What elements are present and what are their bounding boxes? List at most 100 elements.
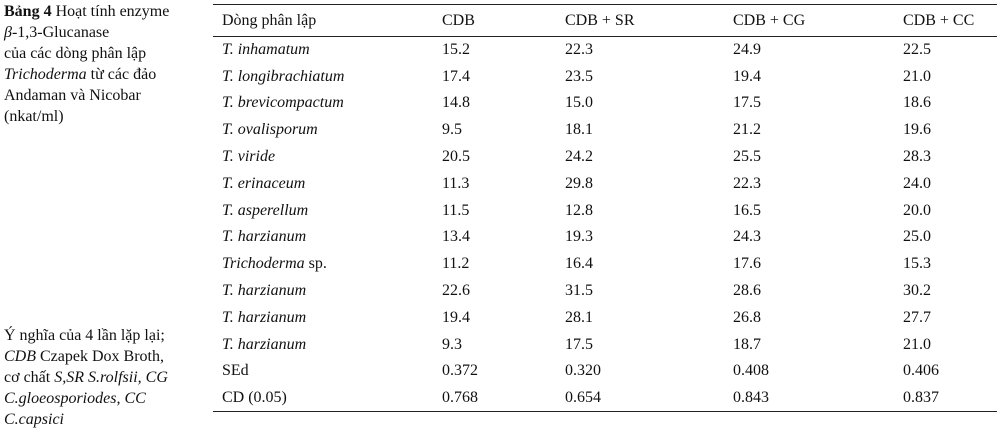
isolate-species: sp. — [308, 255, 327, 273]
value-cell: 28.6 — [733, 282, 761, 300]
value-cell: 21.0 — [903, 67, 931, 85]
isolate-cell: T. harzianum — [213, 331, 433, 358]
table-label: Bảng 4 — [4, 3, 52, 20]
table-row: T. harzianum 13.4 19.3 24.3 25.0 — [213, 224, 997, 251]
header-cdb-cg: CDB + CG — [724, 4, 894, 37]
caption-unit: (nkat/ml) — [4, 108, 64, 125]
isolate-cell: T. brevicompactum — [213, 90, 433, 117]
value-cell: 19.4 — [733, 67, 761, 85]
value-cell: 11.5 — [442, 201, 470, 219]
value-cell: 21.0 — [903, 335, 931, 353]
table-row: T. harzianum 19.4 28.1 26.8 27.7 — [213, 304, 997, 331]
isolate-species: inhamatum — [237, 41, 310, 59]
table-footnote: Ý nghĩa của 4 lần lặp lại; CDB Czapek Do… — [4, 325, 209, 430]
isolate-genus: T. — [222, 228, 234, 246]
value-cell: 19.6 — [903, 121, 931, 139]
isolate-cell: Trichoderma sp. — [213, 251, 433, 278]
value-cell: 19.4 — [442, 308, 470, 326]
caption-text: của các dòng phân lập — [4, 45, 147, 62]
value-cell: 17.4 — [442, 67, 470, 85]
footnote-abbr: S,SR S.rolfsii, — [54, 369, 142, 386]
isolate-species: harzianum — [237, 308, 307, 326]
value-cell: 15.0 — [565, 94, 593, 112]
value-cell: 15.2 — [442, 41, 470, 59]
value-cell: 11.2 — [442, 255, 470, 273]
table-row: T. viride 20.5 24.2 25.5 28.3 — [213, 144, 997, 171]
isolate-genus: T. — [222, 67, 234, 85]
value-cell: 24.3 — [733, 228, 761, 246]
value-cell: 11.3 — [442, 174, 470, 192]
table-row: T. longibrachiatum 17.4 23.5 19.4 21.0 — [213, 63, 997, 90]
footnote-abbr: CDB — [4, 348, 36, 365]
value-cell: 24.2 — [565, 148, 593, 166]
table-row: Trichoderma sp. 11.2 16.4 17.6 15.3 — [213, 251, 997, 278]
stats-value: 0.837 — [894, 384, 997, 413]
value-cell: 28.3 — [903, 148, 931, 166]
value-cell: 27.7 — [903, 308, 931, 326]
isolate-cell: T. asperellum — [213, 197, 433, 224]
caption-genus: Trichoderma — [4, 66, 87, 83]
value-cell: 28.1 — [565, 308, 593, 326]
stats-row: SEd 0.372 0.320 0.408 0.406 — [213, 358, 997, 385]
isolate-genus: T. — [222, 41, 234, 59]
stats-value: 0.408 — [733, 362, 769, 380]
value-cell: 19.3 — [565, 228, 593, 246]
header-cdb-cc: CDB + CC — [894, 4, 997, 37]
enzyme-activity-table: Dòng phân lập CDB CDB + SR CDB + CG CDB … — [213, 4, 997, 413]
isolate-genus: Trichoderma — [222, 255, 305, 273]
footnote-abbr: CC — [124, 390, 146, 407]
value-cell: 22.3 — [565, 41, 593, 59]
value-cell: 29.8 — [565, 174, 593, 192]
footnote-text: cơ chất — [4, 369, 55, 386]
stats-row: CD (0.05) 0.768 0.654 0.843 0.837 — [213, 384, 997, 413]
value-cell: 17.5 — [565, 335, 593, 353]
header-cdb: CDB — [433, 4, 556, 37]
value-cell: 22.6 — [442, 282, 470, 300]
isolate-cell: T. erinaceum — [213, 170, 433, 197]
table-row: T. erinaceum 11.3 29.8 22.3 24.0 — [213, 170, 997, 197]
isolate-species: ovalisporum — [237, 121, 318, 139]
isolate-cell: T. harzianum — [213, 278, 433, 305]
isolate-cell: T. viride — [213, 144, 433, 171]
value-cell: 18.6 — [903, 94, 931, 112]
stats-value: 0.320 — [565, 362, 601, 380]
footnote-text: Czapek Dox Broth, — [36, 348, 164, 365]
stats-value: 0.372 — [442, 362, 478, 380]
header-cdb-sr: CDB + SR — [556, 4, 724, 37]
isolate-species: harzianum — [237, 335, 307, 353]
value-cell: 25.0 — [903, 228, 931, 246]
value-cell: 21.2 — [733, 121, 761, 139]
value-cell: 23.5 — [565, 67, 593, 85]
value-cell: 30.2 — [903, 282, 931, 300]
table-row: T. ovalisporum 9.5 18.1 21.2 19.6 — [213, 117, 997, 144]
value-cell: 17.5 — [733, 94, 761, 112]
footnote-text: C.capsici — [4, 411, 64, 428]
isolate-genus: T. — [222, 94, 234, 112]
table-header: Dòng phân lập CDB CDB + SR CDB + CG CDB … — [213, 4, 997, 37]
caption-text: từ các đảo — [86, 66, 157, 83]
value-cell: 13.4 — [442, 228, 470, 246]
value-cell: 17.6 — [733, 255, 761, 273]
isolate-genus: T. — [222, 148, 234, 166]
stats-value: 0.768 — [433, 384, 556, 413]
stats-label: CD (0.05) — [213, 384, 433, 413]
value-cell: 20.0 — [903, 201, 931, 219]
isolate-genus: T. — [222, 335, 234, 353]
stats-value: 0.843 — [724, 384, 894, 413]
isolate-species: asperellum — [237, 201, 309, 219]
isolate-species: harzianum — [237, 228, 307, 246]
isolate-cell: T. inhamatum — [213, 37, 433, 64]
value-cell: 15.3 — [903, 255, 931, 273]
isolate-genus: T. — [222, 201, 234, 219]
value-cell: 24.0 — [903, 174, 931, 192]
table-row: T. harzianum 9.3 17.5 18.7 21.0 — [213, 331, 997, 358]
value-cell: 9.5 — [442, 121, 462, 139]
table-row: T. brevicompactum 14.8 15.0 17.5 18.6 — [213, 90, 997, 117]
value-cell: 12.8 — [565, 201, 593, 219]
isolate-cell: T. ovalisporum — [213, 117, 433, 144]
isolate-species: viride — [237, 148, 276, 166]
header-row: Dòng phân lập CDB CDB + SR CDB + CG CDB … — [213, 4, 997, 37]
table-row: T. asperellum 11.5 12.8 16.5 20.0 — [213, 197, 997, 224]
isolate-species: harzianum — [237, 282, 307, 300]
value-cell: 14.8 — [442, 94, 470, 112]
